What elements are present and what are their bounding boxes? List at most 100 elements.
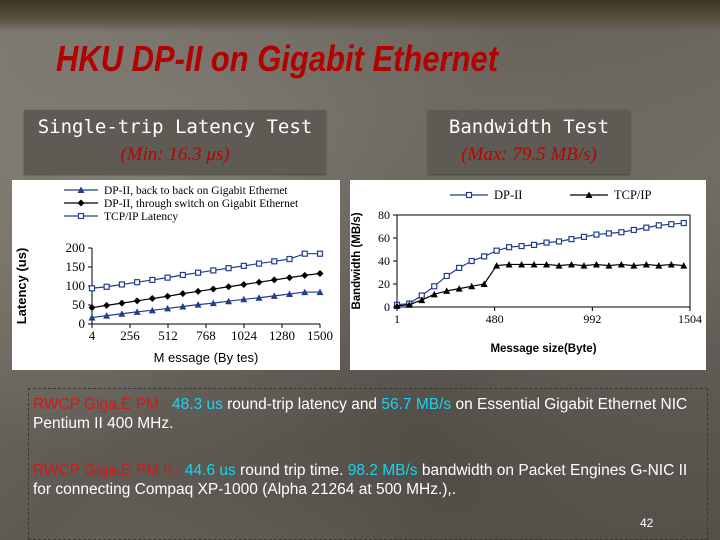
- data-point-series-1: [194, 301, 202, 308]
- data-point-series-1: [148, 306, 156, 314]
- legend-label-1: DP-II, back to back on Gigabit Ethernet: [104, 185, 288, 197]
- data-point-series-2: [164, 292, 172, 300]
- latency-panel-heading: Single-trip Latency Test (Min: 16.3 μs): [24, 110, 326, 174]
- data-point-series-3: [286, 255, 293, 263]
- x-tick-label: 992: [583, 312, 601, 326]
- x-axis-label: M essage (By tes): [154, 350, 259, 365]
- x-tick-label: 1280: [269, 328, 295, 343]
- data-point-series-2: [655, 262, 663, 269]
- legend-marker-1: [465, 191, 473, 199]
- data-point-series-1: [240, 295, 248, 303]
- data-point-series-2: [405, 301, 413, 308]
- data-point-series-3: [118, 281, 125, 288]
- data-point-series-2: [617, 260, 625, 268]
- data-point-series-1: [618, 229, 625, 236]
- data-point-series-2: [580, 262, 588, 269]
- x-tick-label: 512: [158, 328, 178, 343]
- data-point-series-2: [194, 287, 202, 295]
- data-point-series-1: [655, 222, 662, 229]
- data-point-series-1: [301, 288, 309, 296]
- note-1: RWCP Giga.E PM : 48.3 us round-trip late…: [33, 395, 705, 433]
- data-point-series-2: [493, 262, 501, 269]
- decorative-top-band: [0, 0, 720, 32]
- data-point-series-2: [393, 302, 401, 309]
- data-point-series-3: [255, 260, 263, 267]
- data-point-series-2: [301, 271, 309, 279]
- data-point-series-1: [88, 314, 96, 321]
- data-point-series-3: [225, 265, 232, 272]
- data-point-series-2: [530, 260, 538, 268]
- data-point-series-1: [255, 294, 263, 301]
- y-axis-label: Latency (us): [14, 248, 29, 325]
- data-point-series-1: [680, 219, 687, 227]
- legend-label-3: TCP/IP Latency: [104, 211, 178, 223]
- note-2-part-2: 44.6 us: [184, 462, 236, 479]
- data-point-series-1: [133, 308, 141, 315]
- data-point-series-1: [605, 230, 613, 237]
- data-point-series-1: [543, 239, 550, 246]
- data-point-series-2: [88, 304, 96, 312]
- note-2-part-3: round trip time.: [235, 462, 348, 479]
- data-point-series-1: [493, 247, 500, 254]
- data-point-series-2: [255, 278, 263, 286]
- note-1-part-2: 48.3 us: [171, 396, 223, 413]
- data-point-series-1: [593, 231, 600, 238]
- data-point-series-2: [667, 260, 675, 268]
- data-point-series-3: [88, 285, 96, 292]
- series-line-2: [396, 263, 684, 307]
- note-1-part-5: on Essential Gigabit Ethernet NIC Pentiu…: [33, 396, 688, 432]
- data-point-series-2: [240, 280, 248, 288]
- data-point-series-1: [225, 297, 233, 305]
- legend-label-2: DP-II, through switch on Gigabit Etherne…: [104, 198, 299, 210]
- note-1-part-1: RWCP Giga.E PM :: [33, 396, 172, 413]
- bandwidth-heading-text: Bandwidth Test: [448, 116, 610, 138]
- y-tick-label: 200: [66, 240, 86, 255]
- note-1-part-3: round-trip latency and: [222, 396, 382, 413]
- data-point-series-2: [179, 290, 187, 298]
- legend-label-2: TCP/IP: [614, 188, 652, 202]
- data-point-series-2: [209, 285, 217, 293]
- data-point-series-2: [148, 295, 156, 303]
- legend-marker-1: [77, 186, 85, 193]
- note-2-part-1: RWCP Giga.E PM II :: [33, 462, 185, 479]
- data-point-series-2: [103, 301, 111, 309]
- page-number: 42: [640, 516, 654, 530]
- series-line-1: [91, 291, 320, 319]
- series-line-2: [91, 272, 321, 309]
- data-point-series-2: [443, 287, 451, 294]
- data-point-series-2: [286, 274, 294, 282]
- data-point-series-2: [567, 260, 575, 268]
- data-point-series-1: [530, 241, 538, 249]
- data-point-series-2: [418, 296, 426, 304]
- note-2-part-4: 98.2 MB/s: [347, 462, 418, 479]
- x-tick-label: 1024: [231, 328, 258, 343]
- data-point-series-1: [443, 272, 450, 280]
- bandwidth-subheading-text: (Max: 79.5 MB/s): [461, 144, 597, 165]
- legend-marker-2: [77, 199, 85, 207]
- y-tick-label: 50: [72, 297, 85, 312]
- x-tick-label: 1500: [307, 328, 333, 343]
- x-tick-label: 1: [394, 312, 400, 326]
- data-point-series-2: [270, 276, 278, 284]
- data-point-series-1: [468, 257, 475, 265]
- notes-box: RWCP Giga.E PM : 48.3 us round-trip late…: [28, 388, 708, 540]
- data-point-series-1: [118, 310, 126, 317]
- data-point-series-1: [179, 303, 187, 310]
- data-point-series-2: [605, 262, 613, 269]
- data-point-series-3: [301, 250, 308, 257]
- data-point-series-3: [103, 283, 110, 290]
- data-point-series-2: [505, 260, 513, 268]
- note-1-part-4: 56.7 MB/s: [381, 396, 452, 413]
- data-point-series-3: [179, 271, 186, 279]
- y-tick-label: 100: [66, 278, 86, 293]
- data-point-series-1: [568, 236, 575, 243]
- y-tick-label: 0: [384, 300, 390, 314]
- data-point-series-2: [468, 282, 476, 290]
- y-tick-label: 20: [378, 277, 390, 291]
- data-point-series-2: [642, 260, 650, 268]
- note-2: RWCP Giga.E PM II : 44.6 us round trip t…: [33, 461, 705, 499]
- data-point-series-1: [580, 233, 588, 240]
- x-tick-label: 256: [120, 328, 140, 343]
- x-tick-label: 480: [486, 312, 504, 326]
- y-tick-label: 80: [378, 208, 390, 222]
